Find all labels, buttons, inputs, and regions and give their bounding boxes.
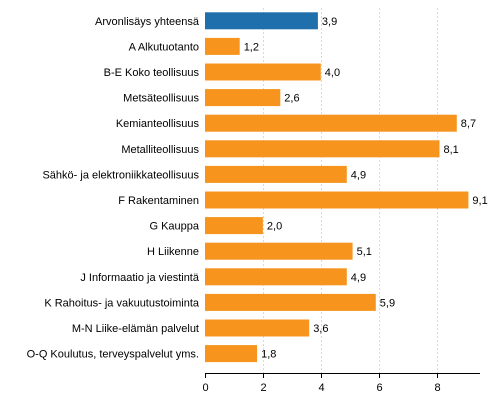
value-label-3: 2,6 [284, 93, 299, 105]
value-label-6: 4,9 [351, 169, 366, 181]
bar-4 [205, 114, 457, 132]
category-label-12: M-N Liike-elämän palvelut [72, 323, 199, 335]
value-label-12: 3,6 [313, 323, 328, 335]
bar-8 [205, 217, 263, 235]
bar-1 [205, 37, 240, 55]
value-label-5: 8,1 [444, 144, 459, 156]
value-label-7: 9,1 [472, 195, 487, 207]
x-tick-label-2: 2 [260, 382, 266, 394]
value-label-11: 5,9 [380, 297, 395, 309]
value-label-2: 4,0 [325, 67, 340, 79]
bar-3 [205, 89, 281, 107]
x-tick-label-6: 6 [376, 382, 382, 394]
category-label-9: H Liikenne [147, 246, 199, 258]
label-layer: Arvonlisäys yhteensä 3,9 A Alkutuotanto 1,2… [27, 16, 488, 361]
category-label-4: Kemianteollisuus [116, 118, 200, 130]
value-label-10: 4,9 [351, 272, 366, 284]
category-label-0: Arvonlisäys yhteensä [95, 16, 200, 28]
category-label-11: K Rahoitus- ja vakuutustoiminta [44, 297, 200, 309]
category-label-1: A Alkutuotanto [129, 41, 199, 53]
value-label-9: 5,1 [357, 246, 372, 258]
bar-12 [205, 319, 310, 337]
value-label-13: 1,8 [261, 349, 276, 361]
grid-layer [263, 8, 438, 373]
category-label-10: J Informaatio ja viestintä [80, 272, 199, 284]
x-tick-label-0: 0 [202, 382, 208, 394]
value-label-8: 2,0 [267, 221, 282, 233]
category-label-13: O-Q Koulutus, terveyspalvelut yms. [27, 349, 199, 361]
category-label-5: Metalliteollisuus [121, 144, 199, 156]
category-label-3: Metsäteollisuus [123, 93, 199, 105]
bar-7 [205, 191, 469, 209]
bar-6 [205, 165, 347, 183]
axis-layer: 0 2 4 6 8 [202, 373, 480, 394]
bar-2 [205, 63, 321, 81]
bar-13 [205, 345, 258, 363]
bar-11 [205, 293, 376, 311]
bar-0 [205, 12, 318, 30]
value-label-0: 3,9 [322, 16, 337, 28]
value-label-1: 1,2 [244, 41, 259, 53]
bar-10 [205, 268, 347, 286]
bar-9 [205, 242, 353, 260]
bar-5 [205, 140, 440, 158]
category-label-7: F Rakentaminen [118, 195, 199, 207]
bar-layer [205, 12, 469, 363]
value-label-4: 8,7 [461, 118, 476, 130]
category-label-8: G Kauppa [149, 221, 199, 233]
category-label-2: B-E Koko teollisuus [104, 67, 200, 79]
x-tick-label-4: 4 [318, 382, 324, 394]
category-label-6: Sähkö- ja elektroniikkateollisuus [42, 169, 199, 181]
x-tick-label-8: 8 [434, 382, 440, 394]
